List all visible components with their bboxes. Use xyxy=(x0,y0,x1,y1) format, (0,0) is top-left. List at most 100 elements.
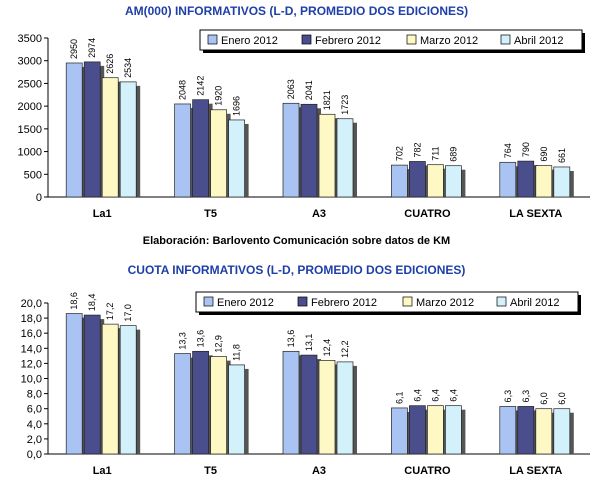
legend-label: Enero 2012 xyxy=(217,297,274,309)
data-label: 790 xyxy=(521,142,531,157)
chart-2-title: CUOTA INFORMATIVOS (L-D, PROMEDIO DOS ED… xyxy=(127,263,466,277)
y-tick-label: 1000 xyxy=(18,147,42,159)
bar xyxy=(192,99,209,198)
category-label: La1 xyxy=(93,208,112,220)
data-label: 6,3 xyxy=(503,390,513,403)
y-tick-label: 8,0 xyxy=(27,389,42,401)
data-label: 661 xyxy=(557,148,567,163)
bar xyxy=(336,361,354,455)
y-tick-label: 20,0 xyxy=(21,298,42,310)
bar xyxy=(210,356,227,455)
legend-swatch xyxy=(500,34,511,45)
y-tick-label: 2500 xyxy=(18,78,42,90)
bar xyxy=(192,350,209,455)
category-label: La1 xyxy=(93,465,112,477)
bar xyxy=(300,103,318,198)
source-caption: Elaboración: Barlovento Comunicación sob… xyxy=(142,235,451,247)
data-label: 2142 xyxy=(196,76,206,96)
legend: Enero 2012 Febrero 2012 Marzo 2012 Abril 20… xyxy=(199,29,585,53)
data-label: 702 xyxy=(394,146,404,161)
y-tick-label: 3000 xyxy=(18,56,42,68)
data-label: 13,1 xyxy=(304,334,314,352)
y-tick-label: 4,0 xyxy=(27,419,42,431)
data-label: 17,0 xyxy=(123,304,133,322)
y-tick-label: 6,0 xyxy=(27,404,42,416)
bar xyxy=(391,164,408,198)
bar xyxy=(427,405,444,455)
data-label: 690 xyxy=(539,147,549,162)
data-label: 1920 xyxy=(214,86,224,106)
y-tick-label: 3500 xyxy=(18,33,42,45)
bar xyxy=(553,166,571,198)
bar xyxy=(336,118,354,198)
bar xyxy=(517,406,535,455)
data-label: 6,3 xyxy=(521,390,531,403)
data-label: 711 xyxy=(430,146,440,160)
category-label: T5 xyxy=(204,208,217,220)
data-label: 6,1 xyxy=(394,391,404,404)
bar xyxy=(228,119,245,198)
y-tick-label: 500 xyxy=(24,169,42,181)
data-label: 13,3 xyxy=(178,332,188,350)
data-label: 6,4 xyxy=(430,389,440,402)
legend-label: Febrero 2012 xyxy=(315,35,381,47)
bar xyxy=(445,405,462,455)
data-label: 11,8 xyxy=(232,344,242,361)
bar xyxy=(174,353,191,455)
legend-swatch xyxy=(297,296,308,307)
data-label: 17,2 xyxy=(105,303,115,321)
legend-label: Febrero 2012 xyxy=(311,297,377,309)
bar xyxy=(499,161,517,198)
bar xyxy=(101,323,119,455)
y-tick-label: 10,0 xyxy=(21,374,42,386)
data-label: 782 xyxy=(412,142,422,157)
chart-share: 0,0 2,0 4,0 6,0 8,0 10,0 12,0 14,0 16,0 18,0 20,0 1… xyxy=(21,291,590,477)
chart-audience: 0 500 1000 1500 2000 2500 3000 3500 2950 2974 2626… xyxy=(18,29,590,220)
bar xyxy=(445,165,462,198)
bar xyxy=(282,102,300,198)
data-label: 2048 xyxy=(178,80,188,100)
legend-swatch xyxy=(496,296,507,307)
category-label: A3 xyxy=(312,465,326,477)
data-label: 12,4 xyxy=(322,339,332,357)
legend-box xyxy=(199,29,583,51)
data-label: 1696 xyxy=(232,96,242,116)
data-label: 689 xyxy=(448,147,458,162)
bar xyxy=(318,113,336,198)
bar xyxy=(391,407,408,455)
bar xyxy=(427,164,444,198)
bar xyxy=(517,160,535,198)
bar xyxy=(65,313,83,455)
chart-1-title: AM(000) INFORMATIVOS (L-D, PROMEDIO DOS … xyxy=(124,4,469,18)
legend-swatch xyxy=(406,34,417,45)
legend-label: Abril 2012 xyxy=(510,297,560,309)
bar xyxy=(409,161,426,198)
data-label: 1723 xyxy=(340,95,350,115)
data-label: 6,4 xyxy=(448,389,458,402)
bar xyxy=(174,103,191,198)
y-tick-label: 2,0 xyxy=(27,434,42,446)
legend-label: Marzo 2012 xyxy=(416,297,474,309)
legend-swatch xyxy=(203,296,214,307)
y-tick-label: 0,0 xyxy=(27,449,42,461)
bar xyxy=(553,408,571,455)
legend: Enero 2012 Febrero 2012 Marzo 2012 Abril 20… xyxy=(195,291,581,315)
bar xyxy=(83,61,101,198)
data-label: 764 xyxy=(503,143,513,158)
bar xyxy=(65,62,83,198)
bar xyxy=(535,165,553,198)
bar xyxy=(282,350,300,455)
data-label: 13,6 xyxy=(286,330,296,348)
legend-box xyxy=(195,291,579,313)
legend-label: Marzo 2012 xyxy=(420,35,478,47)
data-label: 12,2 xyxy=(340,340,350,358)
data-label: 6,4 xyxy=(412,389,422,402)
bar xyxy=(83,314,101,455)
bar xyxy=(119,81,137,198)
bar xyxy=(499,406,517,455)
bar xyxy=(101,77,119,198)
category-label: A3 xyxy=(312,208,326,220)
legend-swatch xyxy=(301,34,312,45)
bar xyxy=(210,109,227,198)
legend-swatch xyxy=(207,34,218,45)
